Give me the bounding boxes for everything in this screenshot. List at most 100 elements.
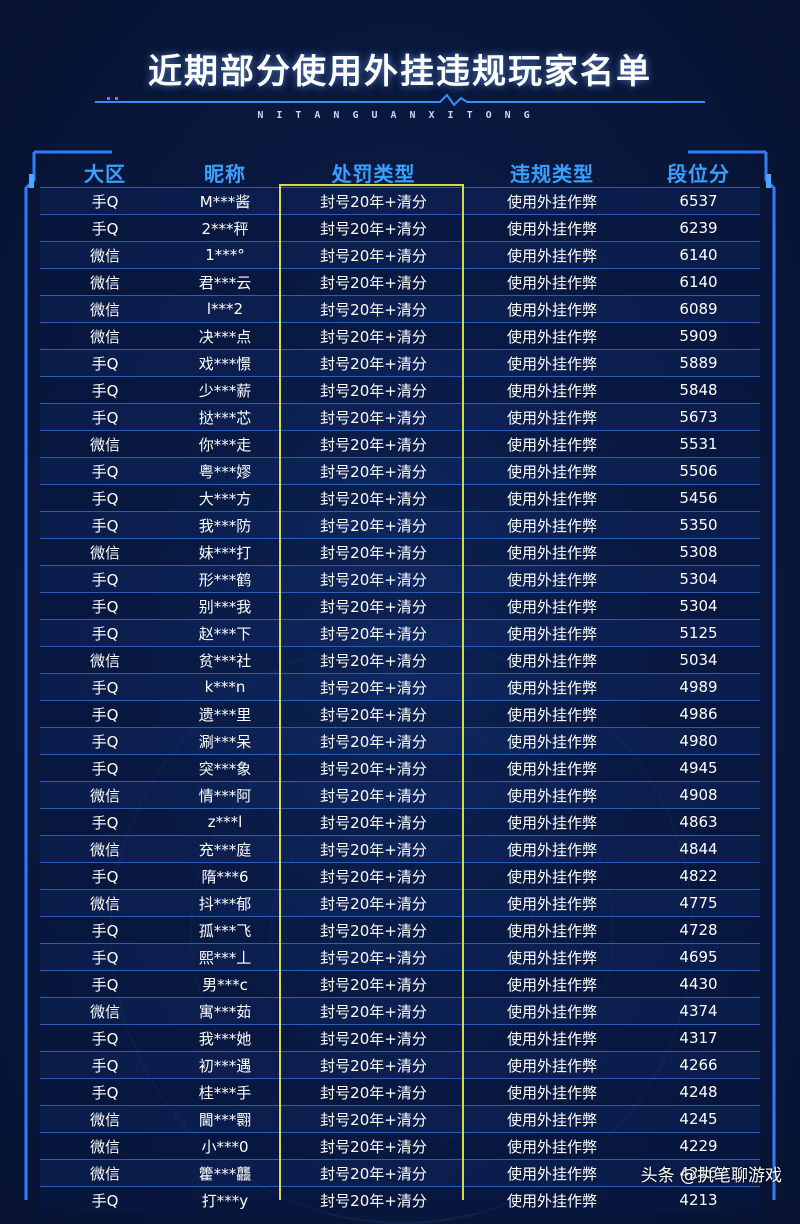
score-cell: 4945 [637, 754, 760, 782]
violation-cell: 使用外挂作弊 [467, 1159, 637, 1187]
nickname-cell: 男***c [170, 970, 280, 998]
penalty-cell: 封号20年+清分 [280, 943, 467, 971]
region-cell: 手Q [40, 1078, 170, 1106]
watermark: 头条 @执笔聊游戏 [640, 1166, 782, 1186]
score-cell: 4908 [637, 781, 760, 809]
penalty-cell: 封号20年+清分 [280, 430, 467, 458]
region-cell: 手Q [40, 376, 170, 404]
title-underline-decoration [95, 93, 705, 106]
score-cell: 5034 [637, 646, 760, 674]
violation-cell: 使用外挂作弊 [467, 538, 637, 566]
nickname-cell: 粤***嫪 [170, 457, 280, 485]
violation-cell: 使用外挂作弊 [467, 349, 637, 377]
nickname-cell: 寓***茹 [170, 997, 280, 1025]
region-cell: 微信 [40, 1159, 170, 1187]
nickname-cell: 我***防 [170, 511, 280, 539]
region-cell: 手Q [40, 187, 170, 215]
penalty-cell: 封号20年+清分 [280, 511, 467, 539]
score-cell: 4695 [637, 943, 760, 971]
region-cell: 手Q [40, 673, 170, 701]
score-cell: 6089 [637, 295, 760, 323]
table-row: 手Q 孤***飞 封号20年+清分 使用外挂作弊 4728 [40, 916, 760, 944]
penalty-cell: 封号20年+清分 [280, 322, 467, 350]
penalty-cell: 封号20年+清分 [280, 970, 467, 998]
region-cell: 微信 [40, 646, 170, 674]
table-row: 手Q 挞***芯 封号20年+清分 使用外挂作弊 5673 [40, 403, 760, 431]
score-cell: 4989 [637, 673, 760, 701]
violation-cell: 使用外挂作弊 [467, 673, 637, 701]
penalty-cell: 封号20年+清分 [280, 214, 467, 242]
violation-cell: 使用外挂作弊 [467, 1051, 637, 1079]
penalty-cell: 封号20年+清分 [280, 727, 467, 755]
score-cell: 5308 [637, 538, 760, 566]
score-cell: 4822 [637, 862, 760, 890]
region-cell: 手Q [40, 457, 170, 485]
region-cell: 微信 [40, 835, 170, 863]
violation-cell: 使用外挂作弊 [467, 322, 637, 350]
nickname-cell: 少***薪 [170, 376, 280, 404]
region-cell: 微信 [40, 538, 170, 566]
violation-cell: 使用外挂作弊 [467, 970, 637, 998]
penalty-cell: 封号20年+清分 [280, 484, 467, 512]
penalty-cell: 封号20年+清分 [280, 754, 467, 782]
table-row: 微信 1***° 封号20年+清分 使用外挂作弊 6140 [40, 241, 760, 269]
score-cell: 4844 [637, 835, 760, 863]
score-cell: 6537 [637, 187, 760, 215]
violation-cell: 使用外挂作弊 [467, 1078, 637, 1106]
score-cell: 5456 [637, 484, 760, 512]
table-row: 微信 籗***龘 封号20年+清分 使用外挂作弊 4216 [40, 1159, 760, 1187]
score-cell: 4374 [637, 997, 760, 1025]
penalty-cell: 封号20年+清分 [280, 673, 467, 701]
penalty-cell: 封号20年+清分 [280, 457, 467, 485]
penalty-cell: 封号20年+清分 [280, 916, 467, 944]
region-cell: 手Q [40, 943, 170, 971]
table-row: 手Q 初***遇 封号20年+清分 使用外挂作弊 4266 [40, 1051, 760, 1079]
table-row: 微信 妹***打 封号20年+清分 使用外挂作弊 5308 [40, 538, 760, 566]
table-row: 手Q 我***她 封号20年+清分 使用外挂作弊 4317 [40, 1024, 760, 1052]
violation-cell: 使用外挂作弊 [467, 754, 637, 782]
violation-cell: 使用外挂作弊 [467, 1105, 637, 1133]
table-row: 手Q 别***我 封号20年+清分 使用外挂作弊 5304 [40, 592, 760, 620]
region-cell: 手Q [40, 970, 170, 998]
region-cell: 手Q [40, 619, 170, 647]
table-body: 手Q M***酱 封号20年+清分 使用外挂作弊 6537 手Q 2***秤 封号20年+清分… [40, 187, 760, 1213]
score-cell: 5304 [637, 565, 760, 593]
penalty-cell: 封号20年+清分 [280, 376, 467, 404]
penalty-cell: 封号20年+清分 [280, 403, 467, 431]
penalty-cell: 封号20年+清分 [280, 187, 467, 215]
penalty-cell: 封号20年+清分 [280, 268, 467, 296]
violation-cell: 使用外挂作弊 [467, 457, 637, 485]
region-cell: 微信 [40, 889, 170, 917]
violation-cell: 使用外挂作弊 [467, 646, 637, 674]
nickname-cell: 贫***社 [170, 646, 280, 674]
table-row: 手Q 隋***6 封号20年+清分 使用外挂作弊 4822 [40, 862, 760, 890]
table-row: 微信 决***点 封号20年+清分 使用外挂作弊 5909 [40, 322, 760, 350]
table-row: 微信 情***阿 封号20年+清分 使用外挂作弊 4908 [40, 781, 760, 809]
violation-cell: 使用外挂作弊 [467, 862, 637, 890]
region-cell: 手Q [40, 1024, 170, 1052]
penalty-cell: 封号20年+清分 [280, 835, 467, 863]
region-cell: 微信 [40, 322, 170, 350]
score-cell: 5350 [637, 511, 760, 539]
nickname-cell: 籗***龘 [170, 1159, 280, 1187]
nickname-cell: 决***点 [170, 322, 280, 350]
score-cell: 4863 [637, 808, 760, 836]
penalty-cell: 封号20年+清分 [280, 592, 467, 620]
violation-cell: 使用外挂作弊 [467, 484, 637, 512]
nickname-cell: 熙***丄 [170, 943, 280, 971]
violation-cell: 使用外挂作弊 [467, 214, 637, 242]
violation-cell: 使用外挂作弊 [467, 997, 637, 1025]
nickname-cell: 1***° [170, 241, 280, 269]
region-cell: 手Q [40, 916, 170, 944]
score-cell: 5909 [637, 322, 760, 350]
nickname-cell: k***n [170, 673, 280, 701]
table-row: 手Q 大***方 封号20年+清分 使用外挂作弊 5456 [40, 484, 760, 512]
penalty-cell: 封号20年+清分 [280, 1024, 467, 1052]
score-cell: 4317 [637, 1024, 760, 1052]
table-row: 手Q k***n 封号20年+清分 使用外挂作弊 4989 [40, 673, 760, 701]
nickname-cell: 小***0 [170, 1132, 280, 1160]
violation-cell: 使用外挂作弊 [467, 619, 637, 647]
nickname-cell: 赵***下 [170, 619, 280, 647]
penalty-cell: 封号20年+清分 [280, 1051, 467, 1079]
violation-cell: 使用外挂作弊 [467, 781, 637, 809]
